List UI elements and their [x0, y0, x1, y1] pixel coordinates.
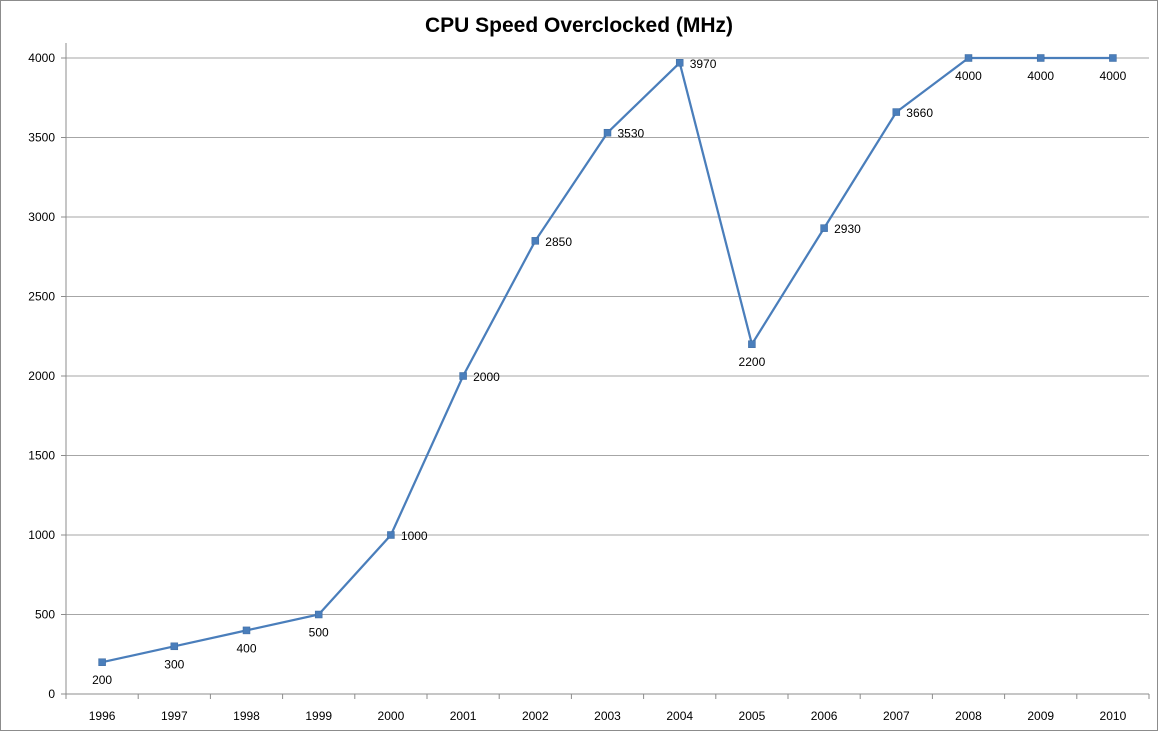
- data-label: 3660: [906, 106, 933, 120]
- data-point: [387, 531, 395, 539]
- y-tick-label: 3000: [28, 210, 55, 224]
- data-label: 2000: [473, 370, 500, 384]
- x-tick-label: 2007: [883, 709, 910, 723]
- data-label: 2930: [834, 222, 861, 236]
- y-tick-label: 1000: [28, 528, 55, 542]
- y-tick-label: 1500: [28, 449, 55, 463]
- data-label: 400: [236, 641, 256, 655]
- data-label: 4000: [1100, 69, 1127, 83]
- x-tick-label: 2002: [522, 709, 549, 723]
- data-label: 4000: [1027, 69, 1054, 83]
- data-point: [98, 658, 106, 666]
- data-point: [892, 108, 901, 116]
- data-point: [964, 54, 973, 62]
- data-point: [459, 372, 467, 380]
- y-tick-label: 2000: [28, 369, 55, 383]
- data-label: 3530: [618, 127, 645, 141]
- data-label: 2850: [545, 235, 572, 249]
- x-tick-label: 2005: [739, 709, 766, 723]
- x-tick-label: 1996: [89, 709, 116, 723]
- x-tick-label: 2008: [955, 709, 982, 723]
- x-tick-label: 2010: [1100, 709, 1127, 723]
- x-tick-label: 1999: [305, 709, 332, 723]
- y-tick-label: 4000: [28, 51, 55, 65]
- data-label: 4000: [955, 69, 982, 83]
- data-point: [675, 59, 684, 67]
- y-tick-label: 0: [48, 687, 55, 701]
- data-point: [820, 224, 828, 232]
- x-tick-label: 2003: [594, 709, 621, 723]
- x-tick-label: 2004: [666, 709, 693, 723]
- data-label: 300: [164, 657, 184, 671]
- data-point: [242, 626, 251, 635]
- data-point: [1036, 54, 1045, 62]
- x-tick-label: 2006: [811, 709, 838, 723]
- y-tick-label: 500: [35, 608, 55, 622]
- x-tick-label: 2009: [1027, 709, 1054, 723]
- x-tick-label: 1998: [233, 709, 260, 723]
- data-point: [170, 642, 179, 651]
- data-label: 200: [92, 673, 112, 687]
- x-tick-label: 2000: [378, 709, 405, 723]
- data-label: 3970: [690, 57, 717, 71]
- x-tick-label: 2001: [450, 709, 477, 723]
- y-tick-label: 2500: [28, 290, 55, 304]
- data-label: 2200: [739, 355, 766, 369]
- data-point: [603, 128, 612, 137]
- chart-title: CPU Speed Overclocked (MHz): [424, 14, 734, 37]
- data-point: [748, 340, 756, 348]
- x-tick-label: 1997: [161, 709, 188, 723]
- data-label: 1000: [401, 529, 428, 543]
- y-tick-label: 3500: [28, 131, 55, 145]
- data-point: [314, 610, 323, 619]
- data-point: [1109, 54, 1117, 62]
- series-line: [101, 56, 1113, 664]
- data-point: [531, 237, 540, 245]
- data-label: 500: [309, 626, 329, 640]
